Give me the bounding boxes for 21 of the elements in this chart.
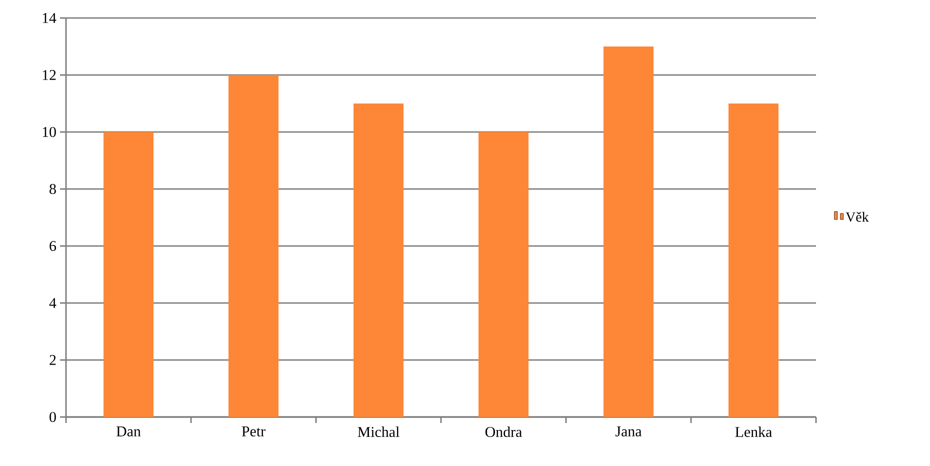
y-tick-label: 14 [42, 13, 56, 23]
y-tick-label: 2 [50, 355, 56, 365]
bar [354, 103, 404, 417]
y-tick-label: 4 [49, 298, 56, 308]
x-tick-label: Petr [242, 426, 266, 436]
y-tick-label: 8 [50, 184, 56, 194]
y-tick-label: 10 [42, 126, 56, 138]
y-tick-label: 12 [42, 70, 56, 80]
bar [478, 132, 529, 417]
x-tick-label: Ondra [485, 426, 522, 438]
bar [728, 103, 779, 417]
x-tick-label: Lenka [735, 426, 772, 438]
x-tick-label: Jana [616, 426, 642, 436]
x-tick-label: Michal [358, 426, 400, 438]
legend-label: Věk [846, 212, 869, 222]
bar [104, 132, 154, 417]
bar [604, 46, 654, 417]
y-tick-label: 0 [50, 412, 56, 422]
y-tick-label: 6 [50, 240, 56, 251]
x-tick-label: Dan [116, 426, 141, 436]
bar [228, 74, 279, 417]
